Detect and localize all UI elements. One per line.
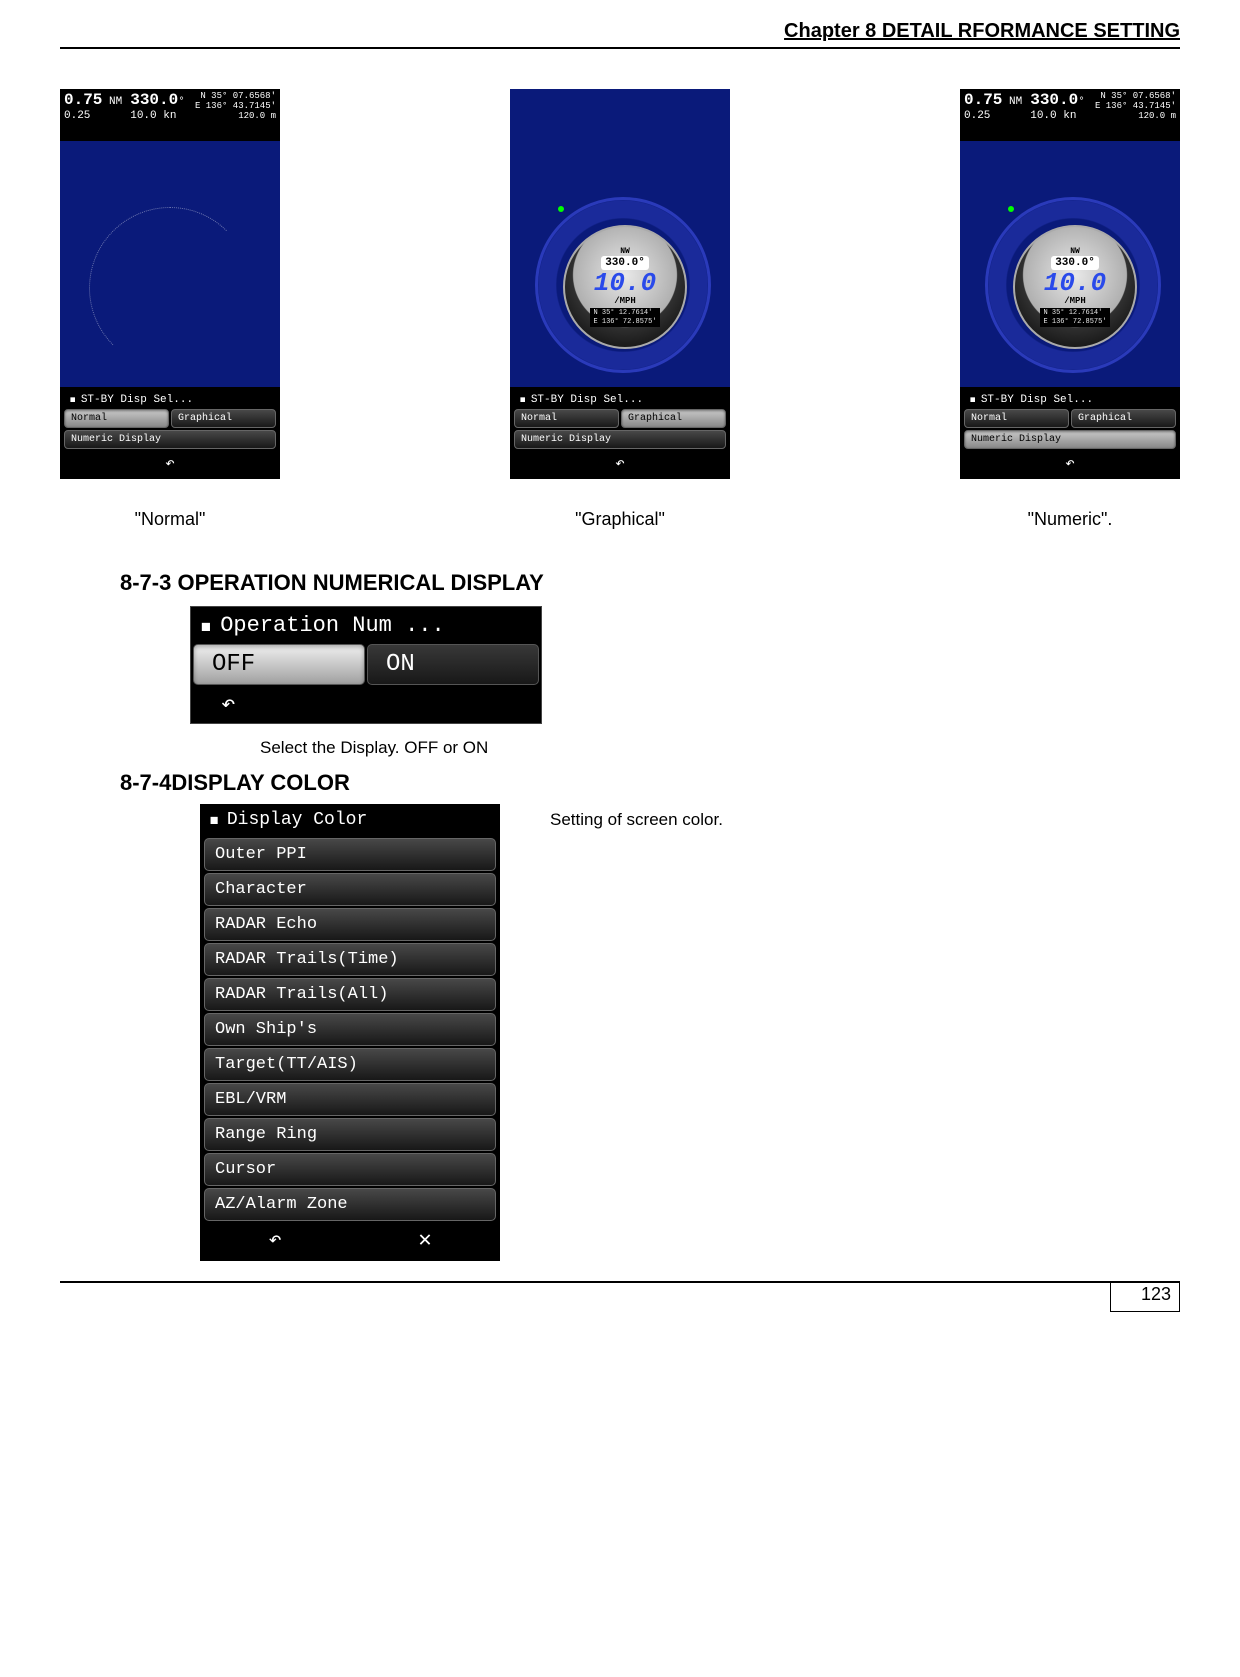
depth: 120.0 m	[238, 111, 276, 121]
radar-display-area: NW 330.0° 10.0 /MPH N 35° 12.7614' E 136…	[960, 137, 1180, 379]
caption-row: "Normal" "Graphical" "Numeric".	[60, 509, 1180, 530]
on-button[interactable]: ON	[367, 644, 539, 685]
page-header: Chapter 8 DETAIL RFORMANCE SETTING	[60, 20, 1180, 49]
radar-screen-normal: 0.75 NM 0.25 330.0° 10.0 kn N 35° 07.656…	[60, 89, 280, 479]
radar-screen-numeric: 0.75 NM 0.25 330.0° 10.0 kn N 35° 07.656…	[960, 89, 1180, 479]
range-unit: NM	[1009, 96, 1022, 108]
back-icon[interactable]: ↶	[964, 451, 1176, 475]
opnum-title: Operation Num ...	[191, 607, 541, 644]
indicator-dot-icon	[1008, 206, 1014, 212]
gauge-lon: E 136° 72.8575'	[593, 318, 656, 326]
compass-gauge: NW 330.0° 10.0 /MPH N 35° 12.7614' E 136…	[535, 197, 705, 367]
color-item-outer-ppi[interactable]: Outer PPI	[204, 838, 496, 871]
close-icon[interactable]: ✕	[418, 1227, 431, 1253]
page-number: 123	[1110, 1282, 1180, 1312]
opnum-caption: Select the Display. OFF or ON	[260, 738, 1180, 758]
range-value: 0.75	[64, 91, 102, 109]
color-item-radar-echo[interactable]: RADAR Echo	[204, 908, 496, 941]
stby-menu: ST-BY Disp Sel... Normal Graphical Numer…	[60, 387, 280, 479]
menu-title: ST-BY Disp Sel...	[64, 391, 276, 409]
compass-gauge: NW 330.0° 10.0 /MPH N 35° 12.7614' E 136…	[985, 197, 1155, 367]
section-heading-874: 8-7-4DISPLAY COLOR	[120, 770, 1180, 796]
back-icon[interactable]: ↶	[514, 451, 726, 475]
range-step: 0.25	[64, 110, 90, 122]
color-item-cursor[interactable]: Cursor	[204, 1153, 496, 1186]
range-step: 0.25	[964, 110, 990, 122]
section-heading-873: 8-7-3 OPERATION NUMERICAL DISPLAY	[120, 570, 1180, 596]
menu-title: ST-BY Disp Sel...	[514, 391, 726, 409]
stby-menu: ST-BY Disp Sel... Normal Graphical Numer…	[960, 387, 1180, 479]
menu-title: ST-BY Disp Sel...	[964, 391, 1176, 409]
range-unit: NM	[109, 96, 122, 108]
color-side-note: Setting of screen color.	[550, 810, 723, 830]
numeric-button[interactable]: Numeric Display	[514, 430, 726, 449]
color-item-range-ring[interactable]: Range Ring	[204, 1118, 496, 1151]
color-item-target[interactable]: Target(TT/AIS)	[204, 1048, 496, 1081]
color-item-radar-trails-time[interactable]: RADAR Trails(Time)	[204, 943, 496, 976]
graphical-button[interactable]: Graphical	[621, 409, 726, 428]
gauge-lon: E 136° 72.8575'	[1043, 318, 1106, 326]
graphical-button[interactable]: Graphical	[1071, 409, 1176, 428]
color-item-character[interactable]: Character	[204, 873, 496, 906]
back-icon[interactable]: ↶	[64, 451, 276, 475]
off-button[interactable]: OFF	[193, 644, 365, 685]
range-value: 0.75	[964, 91, 1002, 109]
caption-graphical: "Graphical"	[510, 509, 730, 530]
speed-value: 10.0 kn	[130, 110, 176, 122]
indicator-dot-icon	[558, 206, 564, 212]
depth: 120.0 m	[1138, 111, 1176, 121]
longitude: E 136° 43.7145'	[195, 101, 276, 111]
gauge-unit: /MPH	[614, 296, 636, 306]
radar-screen-graphical: NW 330.0° 10.0 /MPH N 35° 12.7614' E 136…	[510, 89, 730, 479]
graphical-button[interactable]: Graphical	[171, 409, 276, 428]
gauge-unit: /MPH	[1064, 296, 1086, 306]
normal-button[interactable]: Normal	[64, 409, 169, 428]
color-title: Display Color	[200, 804, 500, 836]
caption-numeric: "Numeric".	[960, 509, 1180, 530]
caption-normal: "Normal"	[60, 509, 280, 530]
normal-button[interactable]: Normal	[514, 409, 619, 428]
back-icon[interactable]: ↶	[268, 1227, 281, 1253]
color-item-ebl-vrm[interactable]: EBL/VRM	[204, 1083, 496, 1116]
heading-value: 330.0	[130, 91, 178, 109]
latitude: N 35° 07.6568'	[200, 91, 276, 101]
status-bar: 0.75 NM 0.25 330.0° 10.0 kn N 35° 07.656…	[960, 89, 1180, 141]
stby-menu: ST-BY Disp Sel... Normal Graphical Numer…	[510, 387, 730, 479]
color-item-az-alarm[interactable]: AZ/Alarm Zone	[204, 1188, 496, 1221]
color-item-radar-trails-all[interactable]: RADAR Trails(All)	[204, 978, 496, 1011]
range-ring-icon	[89, 207, 251, 369]
speed-value: 10.0 kn	[1030, 110, 1076, 122]
color-item-own-ships[interactable]: Own Ship's	[204, 1013, 496, 1046]
radar-display-area	[60, 137, 280, 379]
gauge-lat: N 35° 12.7614'	[1043, 309, 1102, 317]
numeric-button[interactable]: Numeric Display	[64, 430, 276, 449]
gauge-speed: 10.0	[594, 270, 656, 296]
page-footer: 123	[60, 1281, 1180, 1313]
heading-value: 330.0	[1030, 91, 1078, 109]
status-bar: 0.75 NM 0.25 330.0° 10.0 kn N 35° 07.656…	[60, 89, 280, 141]
normal-button[interactable]: Normal	[964, 409, 1069, 428]
screens-row: 0.75 NM 0.25 330.0° 10.0 kn N 35° 07.656…	[60, 89, 1180, 479]
chapter-title: Chapter 8 DETAIL RFORMANCE SETTING	[60, 20, 1180, 47]
display-color-panel: Display Color Outer PPI Character RADAR …	[200, 804, 500, 1261]
back-icon[interactable]: ↶	[191, 685, 541, 723]
latitude: N 35° 07.6568'	[1100, 91, 1176, 101]
radar-display-area: NW 330.0° 10.0 /MPH N 35° 12.7614' E 136…	[510, 137, 730, 379]
gauge-speed: 10.0	[1044, 270, 1106, 296]
numeric-button[interactable]: Numeric Display	[964, 430, 1176, 449]
longitude: E 136° 43.7145'	[1095, 101, 1176, 111]
operation-num-panel: Operation Num ... OFF ON ↶	[190, 606, 542, 724]
gauge-lat: N 35° 12.7614'	[593, 309, 652, 317]
